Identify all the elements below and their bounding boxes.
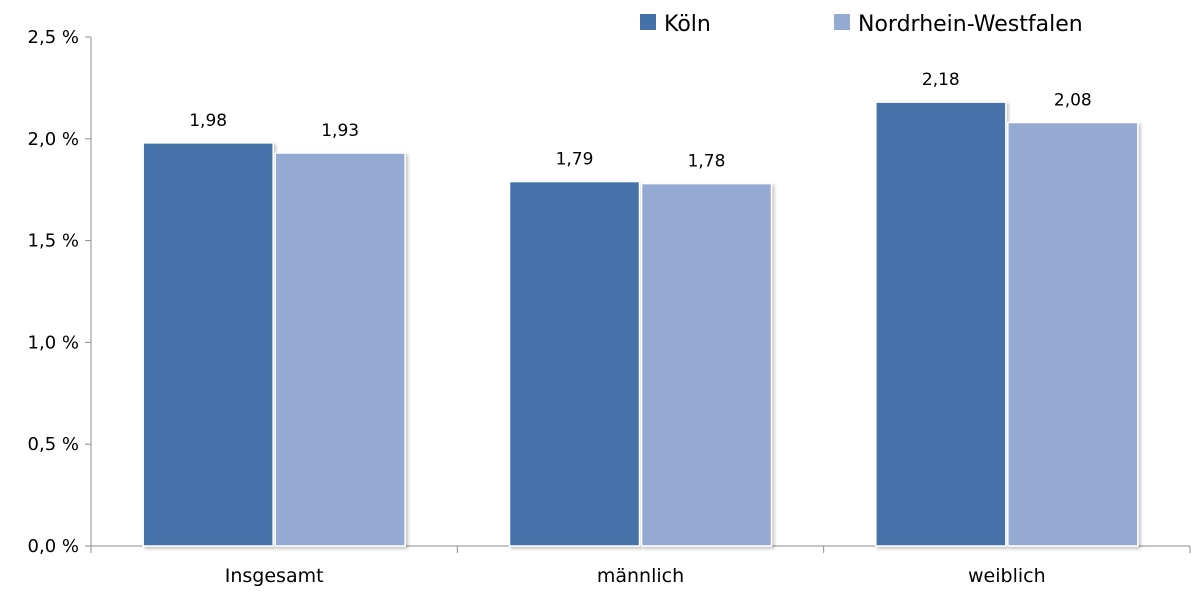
axes: 0,0 % 0,5 % 1,0 % 1,5 % 2,0 % 2,5 %: [28, 27, 1191, 557]
bar: [1007, 121, 1139, 547]
labels: 1,98 1,93 Insgesamt 1,79 1,78 männlich 2,18 2,0…: [189, 70, 1092, 587]
y-tick-label: 2,0 %: [28, 129, 79, 150]
legend-label: Nordrhein-Westfalen: [858, 12, 1083, 37]
data-label: 1,98: [189, 111, 227, 131]
data-label: 2,08: [1054, 91, 1092, 111]
y-tick-label: 1,5 %: [28, 231, 79, 252]
bars: [142, 101, 1139, 547]
bar: [875, 101, 1007, 547]
y-tick-label: 2,5 %: [28, 27, 79, 48]
bar: [274, 152, 406, 547]
data-label: 1,78: [688, 152, 726, 172]
legend-label: Köln: [664, 12, 711, 37]
y-tick-label: 1,0 %: [28, 332, 79, 353]
legend-swatch: [834, 14, 850, 30]
data-label: 1,93: [321, 121, 359, 141]
bar: [640, 182, 773, 547]
legend: Köln Nordrhein-Westfalen: [640, 12, 1083, 37]
data-label: 2,18: [922, 70, 960, 90]
x-category-label: weiblich: [968, 565, 1046, 587]
y-tick-label: 0,0 %: [28, 536, 79, 557]
x-category-label: Insgesamt: [225, 565, 324, 587]
legend-swatch: [640, 14, 656, 30]
data-label: 1,79: [556, 150, 594, 170]
y-tick-label: 0,5 %: [28, 434, 79, 455]
x-category-label: männlich: [597, 565, 684, 587]
bar: [142, 142, 274, 547]
bar: [508, 180, 641, 547]
